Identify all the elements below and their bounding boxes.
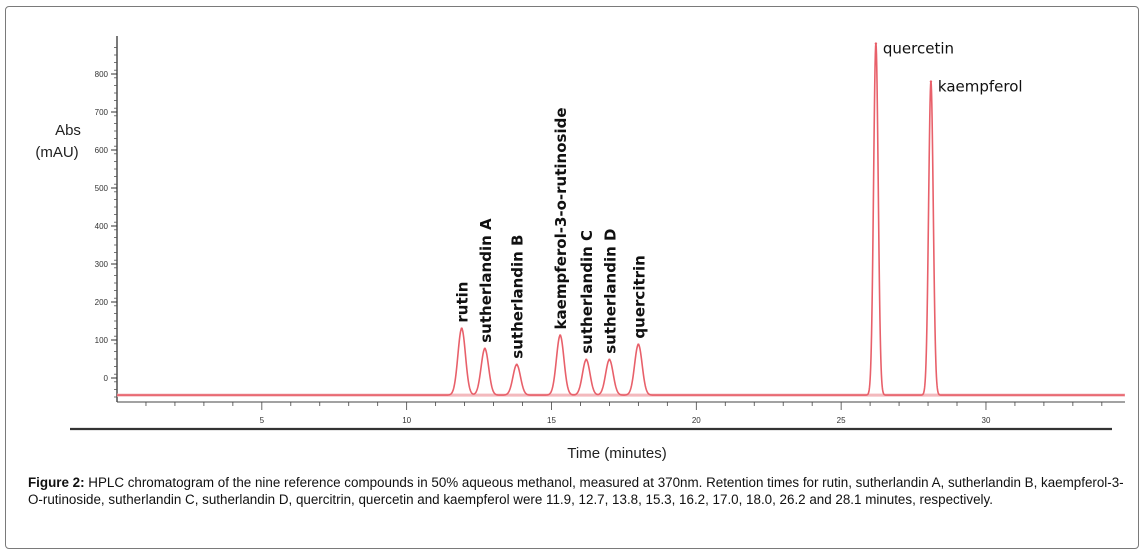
peak-label: sutherlandin B <box>509 235 527 359</box>
axes: 0 100 200 300 400 500 600 700 800 5 10 15 20 25 30 <box>70 36 1125 431</box>
chromatogram-chart: Abs (mAU) Time (minutes) 0 100 200 300 400 50… <box>35 36 1125 462</box>
x-tick-label: 25 <box>837 416 846 425</box>
peak-point <box>929 80 933 83</box>
peak-label: kaempferol-3-o-rutinoside <box>552 107 570 329</box>
peak-label: sutherlandin A <box>477 218 495 343</box>
y-axis-label-unit: (mAU) <box>35 144 78 161</box>
trace-layer <box>117 42 1125 397</box>
peak-label: rutin <box>454 282 472 323</box>
y-tick-label: 0 <box>104 374 109 383</box>
peak-label: sutherlandin C <box>578 230 596 354</box>
figure-caption: Figure 2: HPLC chromatogram of the nine … <box>28 474 1128 508</box>
y-tick-label: 300 <box>95 260 109 269</box>
peak-label: kaempferol <box>938 78 1023 96</box>
peak-point <box>637 343 640 346</box>
y-tick-label: 700 <box>95 108 109 117</box>
peak-point <box>608 358 611 361</box>
peak-point <box>874 42 878 45</box>
y-tick-label: 200 <box>95 298 109 307</box>
caption-label: Figure 2: <box>28 475 85 490</box>
peak-label: quercetin <box>883 40 954 58</box>
peak-label: quercitrin <box>630 255 648 338</box>
y-tick-label: 500 <box>95 184 109 193</box>
chromatogram-trace <box>117 43 1125 396</box>
peak-point <box>585 358 588 361</box>
x-tick-label: 30 <box>982 416 991 425</box>
figure-frame <box>5 6 1139 549</box>
peak-point <box>483 347 487 350</box>
peak-label: sutherlandin D <box>601 229 619 354</box>
x-tick-label: 20 <box>692 416 701 425</box>
y-tick-label: 600 <box>95 146 109 155</box>
peak-point <box>460 327 463 330</box>
x-axis-label: Time (minutes) <box>567 445 666 462</box>
y-tick-label: 800 <box>95 70 109 79</box>
x-tick-label: 15 <box>547 416 556 425</box>
x-tick-label: 5 <box>260 416 265 425</box>
y-tick-label: 400 <box>95 222 109 231</box>
peak-point <box>558 334 562 337</box>
x-tick-label: 10 <box>402 416 411 425</box>
caption-text: HPLC chromatogram of the nine reference … <box>28 475 1124 507</box>
peak-point <box>515 363 518 366</box>
y-axis-label-abs: Abs <box>55 122 81 139</box>
y-tick-label: 100 <box>95 336 109 345</box>
peak-labels: rutin sutherlandin A sutherlandin B kaempfe… <box>454 40 1023 359</box>
